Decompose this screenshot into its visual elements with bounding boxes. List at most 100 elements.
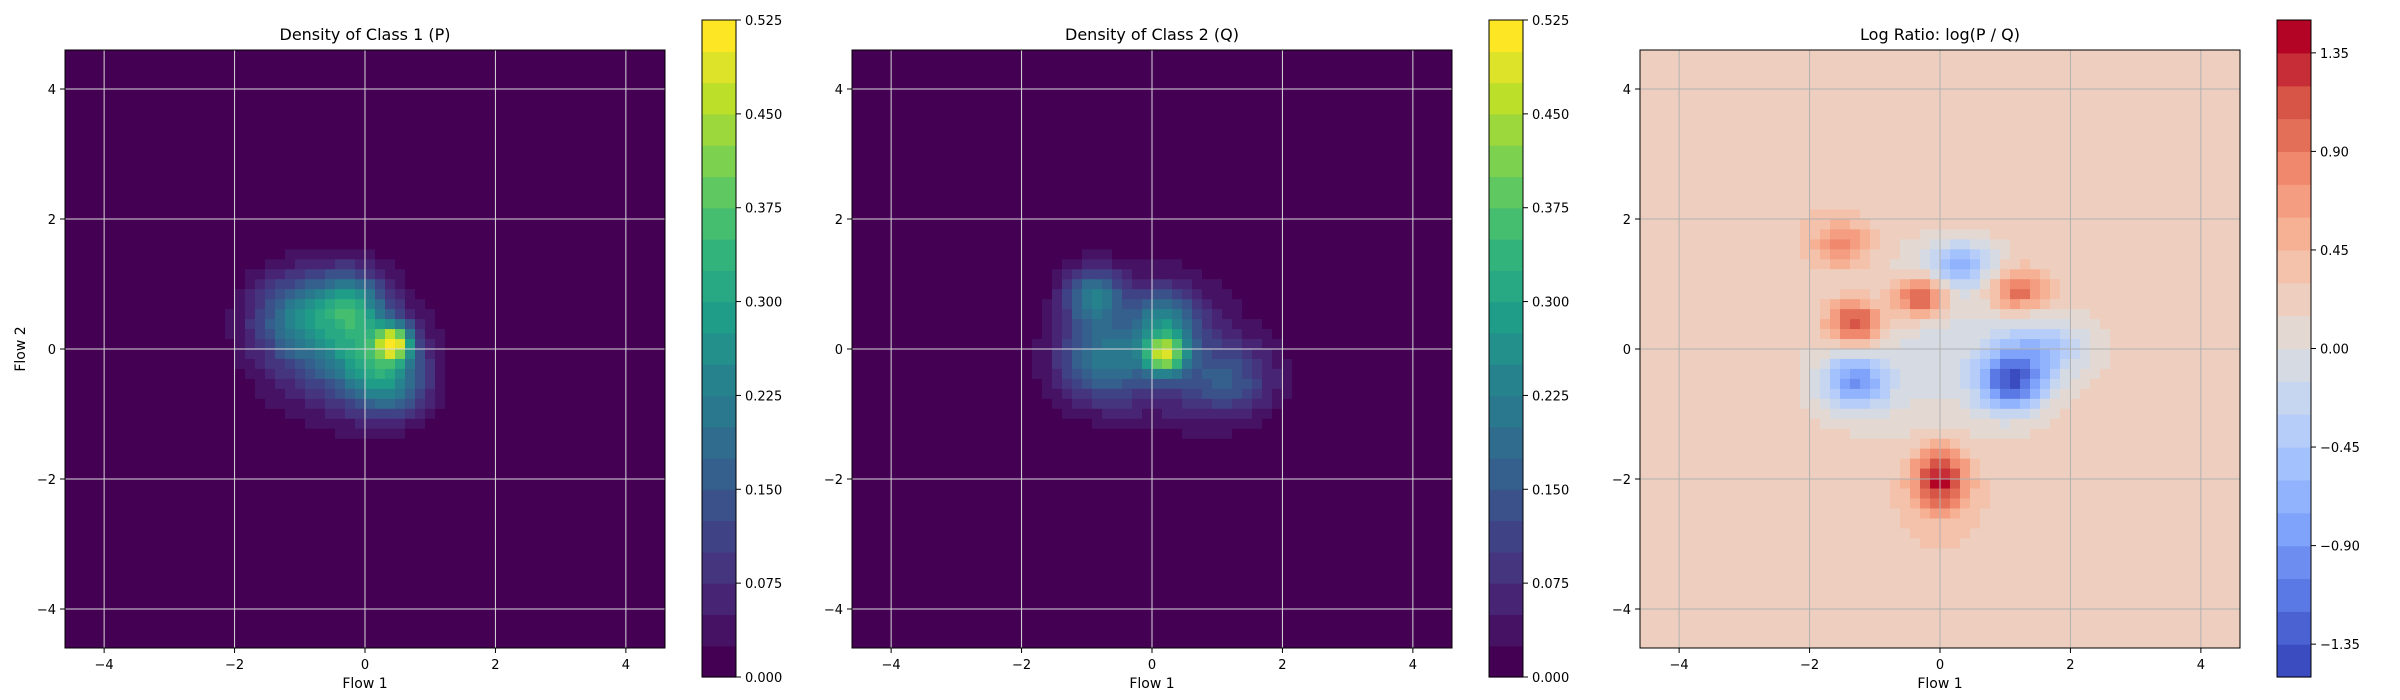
- heatmap-cell: [605, 358, 616, 370]
- heatmap-cell: [125, 418, 136, 430]
- heatmap-cell: [655, 289, 665, 300]
- heatmap-cell: [1052, 528, 1063, 539]
- heatmap-cell: [405, 398, 416, 410]
- heatmap-cell: [645, 358, 656, 370]
- heatmap-cell: [265, 319, 276, 330]
- heatmap-cell: [395, 568, 406, 579]
- heatmap-cell: [375, 378, 386, 390]
- heatmap-cell: [645, 229, 656, 240]
- heatmap-cell: [1002, 239, 1013, 250]
- heatmap-cell: [65, 478, 76, 490]
- heatmap-cell: [145, 129, 156, 141]
- heatmap-cell: [145, 139, 156, 151]
- heatmap-cell: [1042, 50, 1053, 61]
- heatmap-cell: [405, 79, 416, 91]
- heatmap-cell: [195, 119, 206, 131]
- heatmap-cell: [385, 59, 396, 71]
- heatmap-cell: [555, 349, 566, 360]
- heatmap-cell: [215, 638, 226, 648]
- heatmap-cell: [952, 478, 963, 490]
- heatmap-cell: [415, 239, 426, 250]
- heatmap-cell: [1002, 528, 1013, 539]
- heatmap-cell: [992, 478, 1003, 490]
- heatmap-cell: [115, 518, 126, 529]
- heatmap-cell: [992, 498, 1003, 510]
- heatmap-cell: [635, 548, 646, 559]
- heatmap-cell: [235, 199, 246, 211]
- heatmap-cell: [155, 50, 166, 61]
- heatmap-cell: [655, 159, 665, 171]
- heatmap-cell: [245, 129, 256, 141]
- heatmap-cell: [195, 249, 206, 260]
- heatmap-cell: [385, 109, 396, 121]
- heatmap-cell: [105, 269, 116, 280]
- heatmap-cell: [205, 129, 216, 141]
- heatmap-cell: [1052, 388, 1063, 400]
- heatmap-cell: [265, 249, 276, 260]
- heatmap-cell: [992, 598, 1003, 609]
- heatmap-cell: [645, 239, 656, 250]
- heatmap-cell: [155, 558, 166, 569]
- heatmap-cell: [615, 269, 626, 280]
- heatmap-cell: [105, 458, 116, 470]
- heatmap-cell: [972, 428, 983, 440]
- heatmap-cell: [485, 229, 496, 240]
- heatmap-cell: [245, 199, 256, 211]
- heatmap-cell: [902, 368, 913, 380]
- heatmap-cell: [595, 239, 606, 250]
- heatmap-cell: [195, 169, 206, 181]
- heatmap-cell: [315, 279, 326, 290]
- heatmap-cell: [245, 568, 256, 579]
- heatmap-cell: [912, 339, 923, 350]
- heatmap-cell: [275, 488, 286, 500]
- heatmap-cell: [852, 329, 863, 340]
- heatmap-cell: [155, 498, 166, 510]
- heatmap-cell: [155, 458, 166, 470]
- heatmap-cell: [115, 618, 126, 629]
- heatmap-cell: [135, 89, 146, 101]
- heatmap-cell: [485, 349, 496, 360]
- heatmap-cell: [1052, 59, 1063, 71]
- heatmap-cell: [575, 518, 586, 529]
- heatmap-cell: [235, 388, 246, 400]
- heatmap-cell: [295, 89, 306, 101]
- heatmap-cell: [275, 518, 286, 529]
- heatmap-cell: [105, 259, 116, 270]
- heatmap-cell: [902, 538, 913, 549]
- heatmap-cell: [555, 339, 566, 350]
- heatmap-cell: [495, 578, 506, 589]
- heatmap-cell: [175, 199, 186, 211]
- heatmap-cell: [415, 309, 426, 320]
- heatmap-cell: [165, 608, 176, 619]
- heatmap-cell: [365, 279, 376, 290]
- heatmap-cell: [285, 428, 296, 440]
- heatmap-cell: [185, 69, 196, 81]
- heatmap-cell: [982, 269, 993, 280]
- heatmap-cell: [385, 448, 396, 460]
- heatmap-cell: [225, 50, 236, 61]
- heatmap-cell: [1012, 139, 1023, 151]
- heatmap-cell: [325, 59, 336, 71]
- heatmap-cell: [605, 99, 616, 111]
- heatmap-cell: [195, 398, 206, 410]
- heatmap-cell: [225, 608, 236, 619]
- heatmap-cell: [305, 119, 316, 131]
- heatmap-cell: [415, 149, 426, 161]
- heatmap-cell: [285, 269, 296, 280]
- heatmap-cell: [585, 588, 596, 599]
- heatmap-cell: [962, 269, 973, 280]
- heatmap-cell: [75, 558, 86, 569]
- heatmap-cell: [655, 309, 665, 320]
- heatmap-cell: [1022, 458, 1033, 470]
- heatmap-cell: [922, 478, 933, 490]
- heatmap-cell: [335, 618, 346, 629]
- heatmap-cell: [1012, 418, 1023, 430]
- heatmap-cell: [265, 79, 276, 91]
- heatmap-cell: [912, 578, 923, 589]
- heatmap-cell: [225, 149, 236, 161]
- heatmap-cell: [872, 149, 883, 161]
- heatmap-cell: [465, 269, 476, 280]
- heatmap-cell: [505, 119, 516, 131]
- heatmap-cell: [1032, 89, 1043, 101]
- heatmap-cell: [345, 109, 356, 121]
